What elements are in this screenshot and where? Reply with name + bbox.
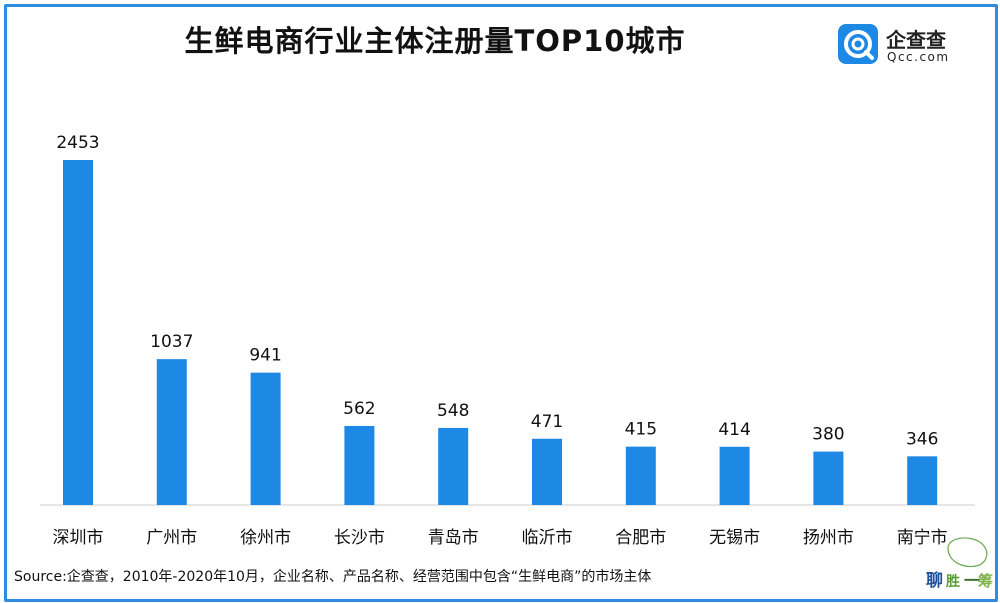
data-label: 414: [718, 420, 750, 440]
x-tick-label: 无锡市: [709, 528, 760, 548]
x-tick-label: 长沙市: [334, 528, 385, 548]
bar: [63, 160, 93, 505]
brand-name: 企查查: [886, 28, 946, 52]
data-label: 1037: [150, 332, 193, 352]
x-tick-label: 临沂市: [522, 528, 573, 548]
bar: [719, 446, 750, 505]
svg-text:胜: 胜: [946, 574, 960, 590]
x-tick-label: 合肥市: [615, 528, 666, 548]
x-tick-label: 徐州市: [240, 528, 291, 548]
x-tick-label: 深圳市: [53, 528, 104, 548]
data-label: 941: [249, 346, 281, 366]
bar: [250, 372, 281, 505]
brand-domain: Qcc.com: [887, 50, 950, 64]
bar: [813, 451, 844, 505]
bar: [907, 456, 938, 505]
data-label: 562: [343, 399, 375, 419]
bar: [625, 446, 656, 505]
data-label: 380: [812, 425, 844, 445]
bar: [438, 427, 469, 505]
bar: [532, 438, 562, 505]
stamp-logo-icon: 聊 胜 一 筹: [920, 534, 994, 594]
bar: [156, 359, 187, 505]
source-note: Source:企查查，2010年-2020年10月，企业名称、产品名称、经营范围…: [14, 569, 652, 585]
qcc-logo-icon: [838, 24, 878, 64]
bar: [344, 425, 375, 505]
data-label: 471: [531, 412, 563, 432]
data-label: 346: [906, 429, 938, 449]
x-tick-label: 广州市: [146, 528, 197, 548]
svg-text:筹: 筹: [978, 572, 993, 590]
data-label: 2453: [56, 133, 99, 153]
brand-logo: 企查查 Qcc.com: [838, 24, 968, 68]
x-tick-label: 青岛市: [428, 528, 479, 548]
x-tick-label: 扬州市: [803, 528, 854, 548]
svg-text:一: 一: [964, 571, 980, 590]
x-tick-label: 南宁市: [897, 528, 948, 548]
svg-text:聊: 聊: [926, 570, 943, 591]
data-label: 548: [437, 401, 469, 421]
chart-title: 生鲜电商行业主体注册量TOP10城市: [184, 24, 686, 58]
data-label: 415: [625, 420, 657, 440]
